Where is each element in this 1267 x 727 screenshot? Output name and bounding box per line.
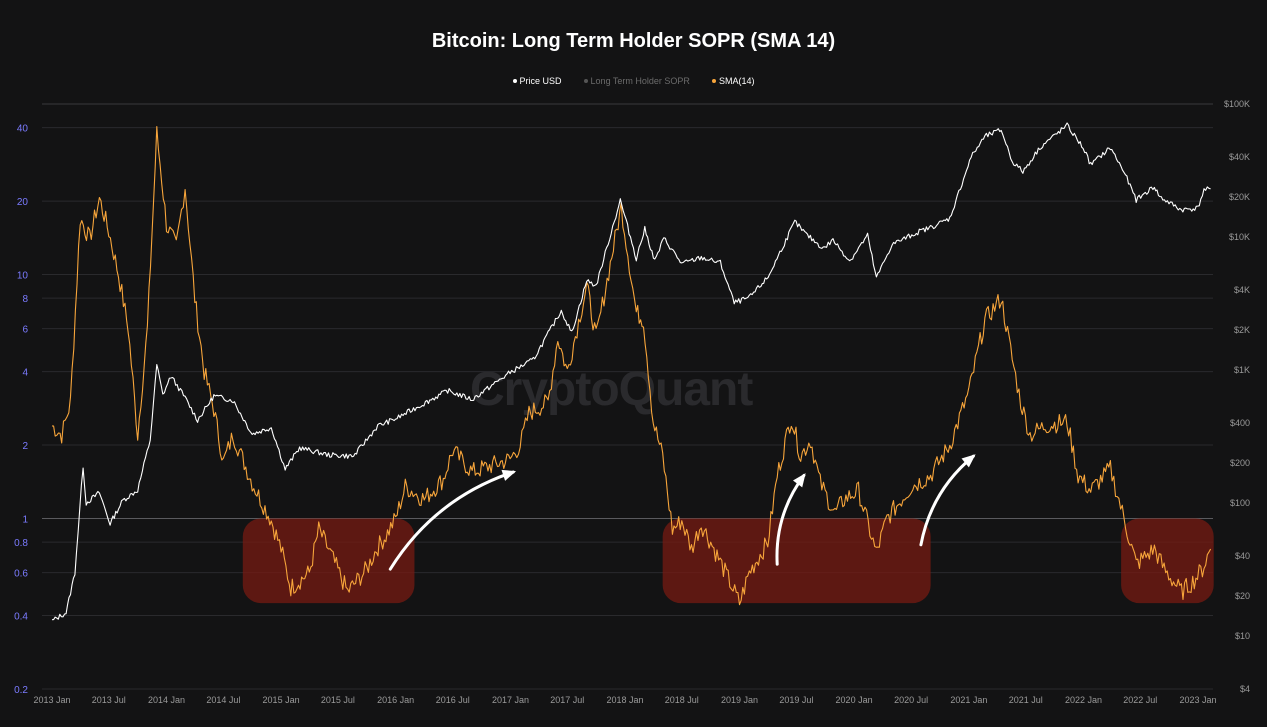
x-tick-label: 2020 Jan — [836, 695, 873, 705]
chart-legend: Price USD Long Term Holder SOPR SMA(14) — [0, 76, 1267, 86]
y-right-tick-label: $10 — [1235, 631, 1250, 641]
y-right-tick-label: $10K — [1229, 232, 1250, 242]
legend-label-sma: SMA(14) — [718, 76, 755, 86]
y-right-tick-label: $1K — [1234, 365, 1250, 375]
legend-label-sopr: Long Term Holder SOPR — [590, 76, 690, 86]
x-tick-label: 2018 Jul — [665, 695, 699, 705]
y-left-tick-label: 0.6 — [14, 569, 28, 580]
y-left-tick-label: 4 — [22, 368, 28, 379]
y-right-tick-label: $20 — [1235, 591, 1250, 601]
series-sma14-line — [51, 126, 1212, 606]
y-right-tick-label: $100 — [1230, 498, 1250, 508]
y-right-tick-label: $40 — [1235, 551, 1250, 561]
y-right-tick-label: $4K — [1234, 285, 1250, 295]
legend-dot-sma — [711, 79, 716, 83]
x-tick-label: 2014 Jan — [148, 695, 185, 705]
y-left-tick-label: 0.2 — [14, 685, 28, 696]
x-tick-label: 2018 Jan — [606, 695, 643, 705]
x-tick-label: 2013 Jul — [92, 695, 126, 705]
x-tick-label: 2017 Jan — [492, 695, 529, 705]
legend-item-price[interactable]: Price USD — [512, 76, 562, 86]
annotation-arrow-shaft-3 — [919, 454, 975, 547]
y-right-tick-label: $4 — [1240, 684, 1250, 694]
y-left-tick-label: 2 — [22, 441, 28, 452]
x-tick-label: 2016 Jan — [377, 695, 414, 705]
highlight-region-3 — [1121, 518, 1214, 604]
y-right-tick-label: $400 — [1230, 418, 1250, 428]
y-right-tick-label: $200 — [1230, 458, 1250, 468]
highlight-region-1 — [242, 518, 415, 604]
y-left-tick-label: 10 — [17, 271, 29, 282]
chart-title: Bitcoin: Long Term Holder SOPR (SMA 14) — [431, 30, 836, 52]
x-tick-label: 2020 Jul — [894, 695, 928, 705]
y-left-tick-label: 0.4 — [14, 612, 28, 623]
series-price-line — [51, 122, 1211, 621]
highlight-region-2 — [662, 518, 931, 604]
annotation-arrowhead-1 — [501, 469, 517, 481]
y-left-tick-label: 0.8 — [14, 538, 28, 549]
annotation-arrow-shaft-1 — [388, 470, 515, 571]
x-tick-label: 2019 Jul — [779, 695, 813, 705]
x-tick-label: 2014 Jul — [206, 695, 240, 705]
y-right-tick-label: $20K — [1229, 192, 1250, 202]
x-tick-label: 2022 Jan — [1065, 695, 1102, 705]
x-tick-label: 2023 Jan — [1179, 695, 1216, 705]
annotation-arrowhead-2 — [792, 473, 806, 488]
x-tick-label: 2015 Jan — [263, 695, 300, 705]
y-right-tick-label: $2K — [1234, 325, 1250, 335]
y-left-tick-label: 1 — [22, 514, 28, 525]
y-right-tick-label: $40K — [1229, 152, 1250, 162]
legend-dot-price — [512, 79, 517, 83]
x-tick-label: 2015 Jul — [321, 695, 355, 705]
x-tick-label: 2021 Jan — [950, 695, 987, 705]
y-right-tick-label: $100K — [1224, 99, 1250, 109]
legend-item-sma[interactable]: SMA(14) — [711, 76, 755, 86]
x-tick-label: 2021 Jul — [1009, 695, 1043, 705]
legend-label-price: Price USD — [519, 76, 562, 86]
y-left-tick-label: 6 — [22, 325, 28, 336]
x-tick-label: 2016 Jul — [436, 695, 470, 705]
x-tick-label: 2017 Jul — [550, 695, 584, 705]
legend-item-sopr[interactable]: Long Term Holder SOPR — [583, 76, 690, 86]
legend-dot-sopr — [583, 79, 588, 83]
y-left-tick-label: 40 — [17, 124, 29, 135]
x-tick-label: 2022 Jul — [1123, 695, 1157, 705]
x-tick-label: 2019 Jan — [721, 695, 758, 705]
annotation-arrowhead-3 — [961, 454, 976, 468]
x-tick-label: 2013 Jan — [33, 695, 70, 705]
y-left-tick-label: 20 — [17, 197, 29, 208]
y-left-tick-label: 8 — [22, 294, 28, 305]
